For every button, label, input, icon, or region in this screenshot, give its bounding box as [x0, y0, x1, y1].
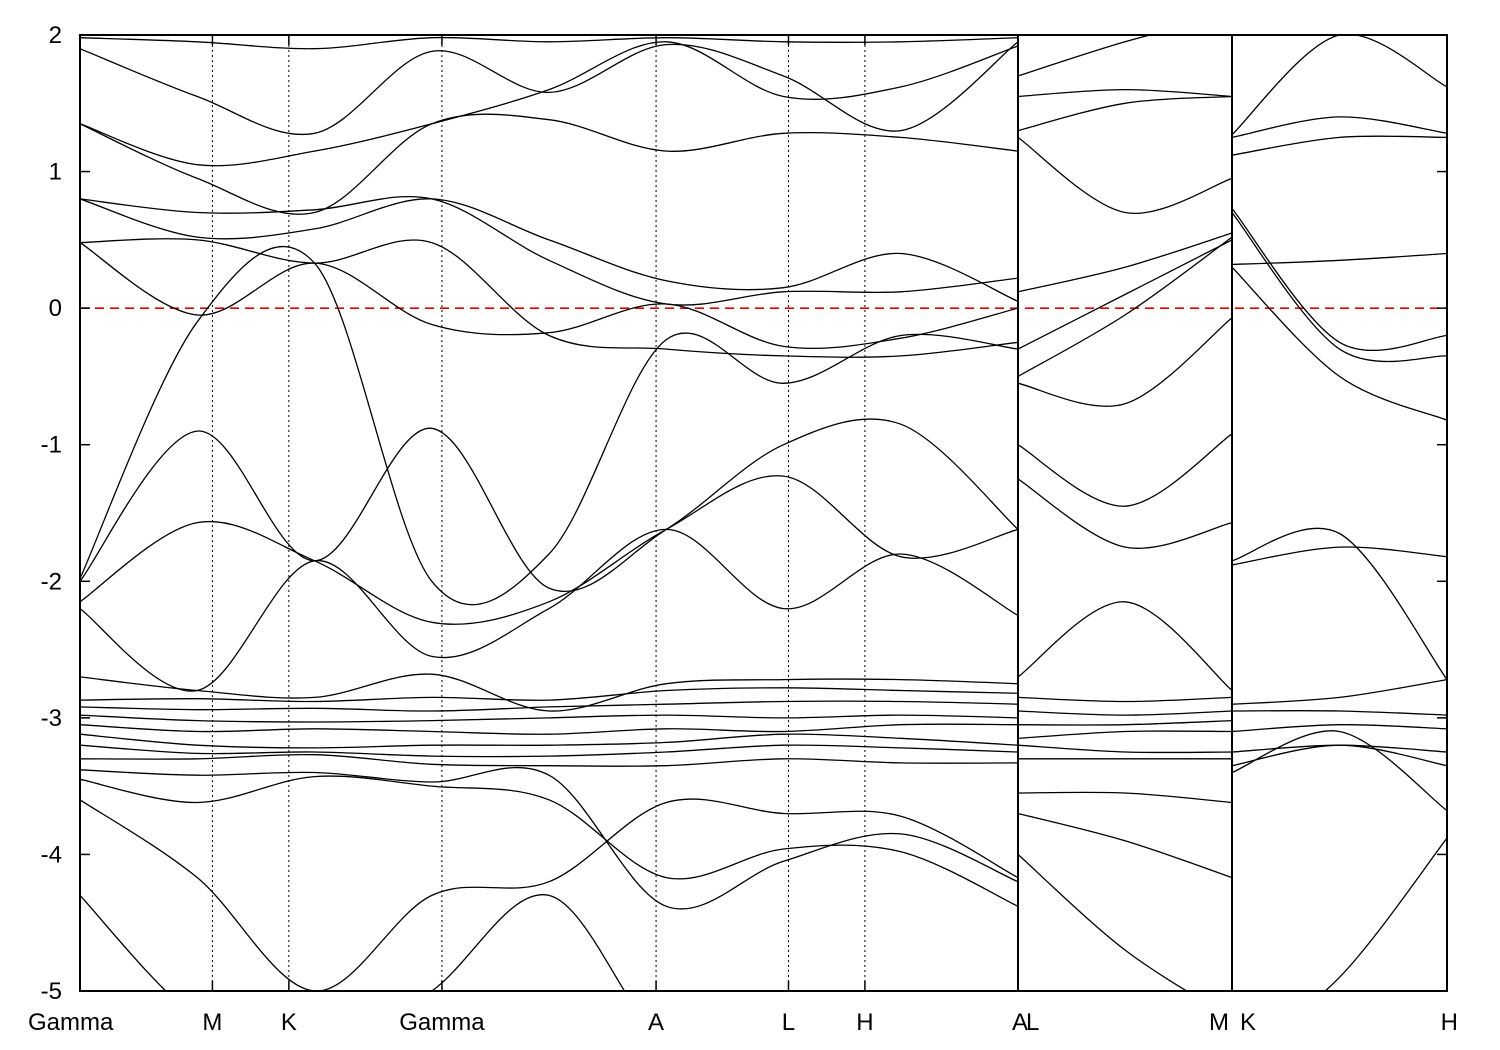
band-line	[80, 744, 1019, 758]
band-line	[80, 418, 1019, 593]
band-line	[80, 753, 1019, 767]
band-line	[80, 41, 1019, 167]
band-line	[1017, 853, 1188, 991]
y-tick-label: 1	[49, 159, 62, 186]
band-line	[80, 528, 1019, 692]
band-line	[1231, 546, 1447, 566]
band-line	[1231, 710, 1447, 716]
band-line	[80, 673, 1019, 712]
y-tick-label: -3	[41, 705, 62, 732]
band-line	[1017, 35, 1153, 77]
plot-frame-layer	[79, 34, 1448, 992]
band-layer	[80, 35, 1447, 991]
band-line	[1017, 696, 1233, 703]
x-tick-label: Gamma	[399, 1009, 485, 1036]
y-axis: -5 -4 -3 -2 -1 0 1 2	[41, 22, 1447, 1005]
band-line	[1324, 837, 1447, 991]
band-line	[80, 894, 626, 991]
band-line	[1017, 236, 1233, 377]
y-tick-label: 0	[49, 295, 62, 322]
band-line	[1017, 317, 1233, 407]
x-tick-label: K	[281, 1009, 297, 1036]
band-line	[1017, 239, 1233, 350]
band-line	[1017, 812, 1233, 879]
x-tick-label: H	[1441, 1009, 1458, 1036]
band-line	[80, 198, 1019, 302]
x-tick-label: H	[856, 1009, 873, 1036]
band-line	[1231, 116, 1447, 139]
x-tick-label: A	[648, 1009, 664, 1036]
band-line	[80, 238, 1019, 358]
band-line	[1017, 95, 1233, 132]
band-line	[80, 700, 1019, 712]
x-tick-label: M	[202, 1009, 222, 1036]
band-line	[80, 766, 1019, 910]
band-line	[1017, 730, 1233, 739]
band-line	[80, 41, 1019, 136]
band-line	[1231, 266, 1447, 421]
band-line	[80, 687, 1019, 703]
band-line	[80, 798, 1019, 991]
kpoint-divider-layer	[211, 35, 866, 991]
band-line	[1231, 212, 1447, 363]
band-line	[1231, 730, 1447, 812]
band-line	[1231, 527, 1447, 680]
band-line	[1017, 601, 1233, 691]
x-axis: Gamma M K Gamma A L H AL M K H	[28, 35, 1458, 1036]
band-line	[1017, 88, 1233, 98]
band-line	[80, 242, 1019, 350]
y-tick-label: -5	[41, 978, 62, 1005]
x-tick-label: L	[782, 1009, 795, 1036]
band-line	[1231, 744, 1447, 753]
x-tick-label: Gamma	[28, 1009, 114, 1036]
band-line	[80, 113, 1019, 215]
x-tick-label: A	[1012, 1009, 1028, 1036]
band-line	[1017, 710, 1233, 716]
band-line	[1017, 136, 1233, 215]
x-tick-label: M	[1209, 1009, 1229, 1036]
band-line	[80, 195, 1019, 306]
band-line	[80, 733, 1019, 749]
band-line	[1231, 135, 1447, 156]
y-tick-label: 2	[49, 22, 62, 49]
plot-frame	[79, 34, 1448, 992]
band-line	[1017, 232, 1233, 293]
x-tick-label: L	[1026, 1009, 1039, 1036]
band-line	[80, 714, 1019, 723]
band-line	[1017, 719, 1233, 726]
band-line	[1231, 724, 1447, 733]
y-tick-label: -2	[41, 568, 62, 595]
band-line	[80, 245, 1019, 606]
band-line	[80, 723, 1019, 735]
band-line	[1017, 478, 1233, 549]
band-line	[1231, 678, 1447, 705]
x-tick-label: K	[1240, 1009, 1256, 1036]
band-line	[1231, 35, 1447, 136]
band-line	[1231, 252, 1447, 266]
band-line	[80, 775, 1019, 907]
band-line	[1017, 433, 1233, 507]
y-tick-label: -4	[41, 841, 62, 868]
band-line	[80, 475, 1019, 625]
band-line	[80, 36, 1019, 50]
band-line	[1231, 207, 1447, 352]
band-line	[1017, 791, 1233, 804]
band-line	[1017, 744, 1233, 754]
y-tick-label: -1	[41, 432, 62, 459]
